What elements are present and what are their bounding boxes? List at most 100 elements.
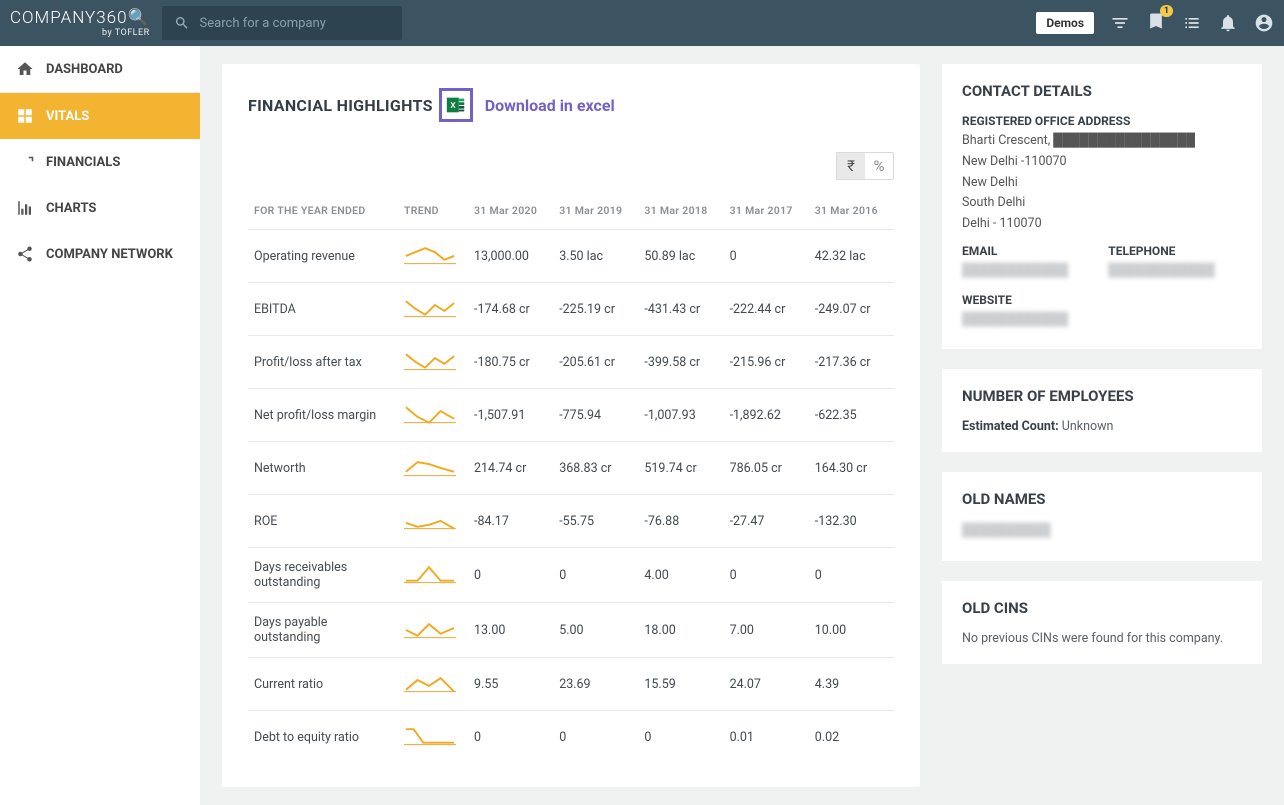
logo-main: COMPANY360🔍: [10, 8, 150, 28]
bar-chart-icon: [16, 199, 34, 217]
trend-sparkline: [398, 336, 468, 389]
logo[interactable]: COMPANY360🔍 by TOFLER: [10, 8, 150, 38]
logo-sub: by TOFLER: [102, 28, 150, 38]
sidebar-item-network[interactable]: COMPANY NETWORK: [0, 231, 200, 277]
metric-value: 5.00: [553, 603, 638, 658]
sidebar-item-dashboard[interactable]: DASHBOARD: [0, 46, 200, 92]
metric-value: 42.32 lac: [809, 230, 894, 283]
metric-value: 13,000.00: [468, 230, 553, 283]
demos-button[interactable]: Demos: [1036, 12, 1094, 34]
metric-value: 0: [638, 711, 723, 764]
sidebar-item-label: VITALS: [46, 109, 89, 124]
email-value: ████████████: [962, 262, 1068, 281]
website-value: ████████████: [962, 311, 1242, 330]
metric-value: -174.68 cr: [468, 283, 553, 336]
metric-value: -55.75: [553, 495, 638, 548]
col-metric: FOR THE YEAR ENDED: [248, 196, 398, 230]
card-title: CONTACT DETAILS: [962, 82, 1242, 100]
card-title: NUMBER OF EMPLOYEES: [962, 387, 1242, 405]
home-icon: [16, 60, 34, 78]
col-year: 31 Mar 2016: [809, 196, 894, 230]
percent-toggle[interactable]: %: [865, 153, 893, 179]
bell-icon[interactable]: [1218, 13, 1238, 33]
sidebar-item-vitals[interactable]: VITALS: [0, 93, 200, 139]
search-input[interactable]: [200, 16, 390, 31]
account-icon[interactable]: [1254, 13, 1274, 33]
address-line: New Delhi: [962, 174, 1242, 193]
table-row: Days payable outstanding13.005.0018.007.…: [248, 603, 894, 658]
metric-value: 0.02: [809, 711, 894, 764]
sidebar-item-charts[interactable]: CHARTS: [0, 185, 200, 231]
metric-value: -225.19 cr: [553, 283, 638, 336]
financial-highlights-panel: FINANCIAL HIGHLIGHTS Download in excel ₹…: [222, 64, 920, 787]
metric-name: Days receivables outstanding: [248, 548, 398, 603]
sidebar: DASHBOARD VITALS FINANCIALS CHARTS COMPA…: [0, 46, 200, 805]
old-cins-note: No previous CINs were found for this com…: [962, 631, 1242, 646]
metric-value: 519.74 cr: [638, 442, 723, 495]
metric-value: -205.61 cr: [553, 336, 638, 389]
panel-title: FINANCIAL HIGHLIGHTS: [248, 96, 433, 115]
old-names-card: OLD NAMES ██████████: [942, 472, 1262, 561]
metric-value: 9.55: [468, 658, 553, 711]
metric-value: 164.30 cr: [809, 442, 894, 495]
metric-value: 50.89 lac: [638, 230, 723, 283]
metric-value: 0: [724, 230, 809, 283]
rupee-toggle[interactable]: ₹: [837, 153, 865, 179]
bookmark-notif[interactable]: 1: [1146, 11, 1166, 35]
metric-value: -222.44 cr: [724, 283, 809, 336]
metric-value: -431.43 cr: [638, 283, 723, 336]
metric-name: ROE: [248, 495, 398, 548]
col-year: 31 Mar 2018: [638, 196, 723, 230]
topbar: COMPANY360🔍 by TOFLER Demos 1: [0, 0, 1284, 46]
metric-value: -1,507.91: [468, 389, 553, 442]
metric-value: -1,892.62: [724, 389, 809, 442]
metric-value: -132.30: [809, 495, 894, 548]
download-excel-link[interactable]: Download in excel: [485, 96, 615, 115]
metric-value: 3.50 lac: [553, 230, 638, 283]
col-year: 31 Mar 2019: [553, 196, 638, 230]
metric-value: -399.58 cr: [638, 336, 723, 389]
metric-value: -1,007.93: [638, 389, 723, 442]
excel-icon: [445, 94, 467, 116]
website-label: WEBSITE: [962, 293, 1242, 307]
metric-value: 0: [468, 548, 553, 603]
table-row: Current ratio9.5523.6915.5924.074.39: [248, 658, 894, 711]
metric-value: 0: [553, 711, 638, 764]
card-title: OLD NAMES: [962, 490, 1242, 508]
trend-sparkline: [398, 230, 468, 283]
metric-value: -217.36 cr: [809, 336, 894, 389]
metric-value: 23.69: [553, 658, 638, 711]
email-label: EMAIL: [962, 244, 1068, 258]
sidebar-item-label: CHARTS: [46, 201, 96, 216]
metric-name: Profit/loss after tax: [248, 336, 398, 389]
metric-value: 18.00: [638, 603, 723, 658]
metric-value: 10.00: [809, 603, 894, 658]
trend-icon: [16, 153, 34, 171]
sidebar-item-label: DASHBOARD: [46, 62, 123, 77]
excel-icon-box[interactable]: [439, 88, 473, 122]
metric-value: 0: [809, 548, 894, 603]
search-box[interactable]: [162, 6, 402, 40]
filter-icon[interactable]: [1110, 13, 1130, 33]
sidebar-item-label: COMPANY NETWORK: [46, 247, 173, 262]
metric-value: 214.74 cr: [468, 442, 553, 495]
trend-sparkline: [398, 442, 468, 495]
table-row: Days receivables outstanding004.0000: [248, 548, 894, 603]
trend-sparkline: [398, 389, 468, 442]
trend-sparkline: [398, 711, 468, 764]
sidebar-item-label: FINANCIALS: [46, 155, 120, 170]
telephone-value: ████████████: [1108, 262, 1214, 281]
address-line: New Delhi -110070: [962, 153, 1242, 172]
trend-sparkline: [398, 603, 468, 658]
list-icon[interactable]: [1182, 13, 1202, 33]
table-row: Debt to equity ratio0000.010.02: [248, 711, 894, 764]
metric-value: -622.35: [809, 389, 894, 442]
trend-sparkline: [398, 283, 468, 336]
metric-value: -775.94: [553, 389, 638, 442]
sidebar-item-financials[interactable]: FINANCIALS: [0, 139, 200, 185]
col-trend: TREND: [398, 196, 468, 230]
grid-icon: [16, 107, 34, 125]
trend-sparkline: [398, 548, 468, 603]
metric-value: 0: [724, 548, 809, 603]
metric-name: Operating revenue: [248, 230, 398, 283]
